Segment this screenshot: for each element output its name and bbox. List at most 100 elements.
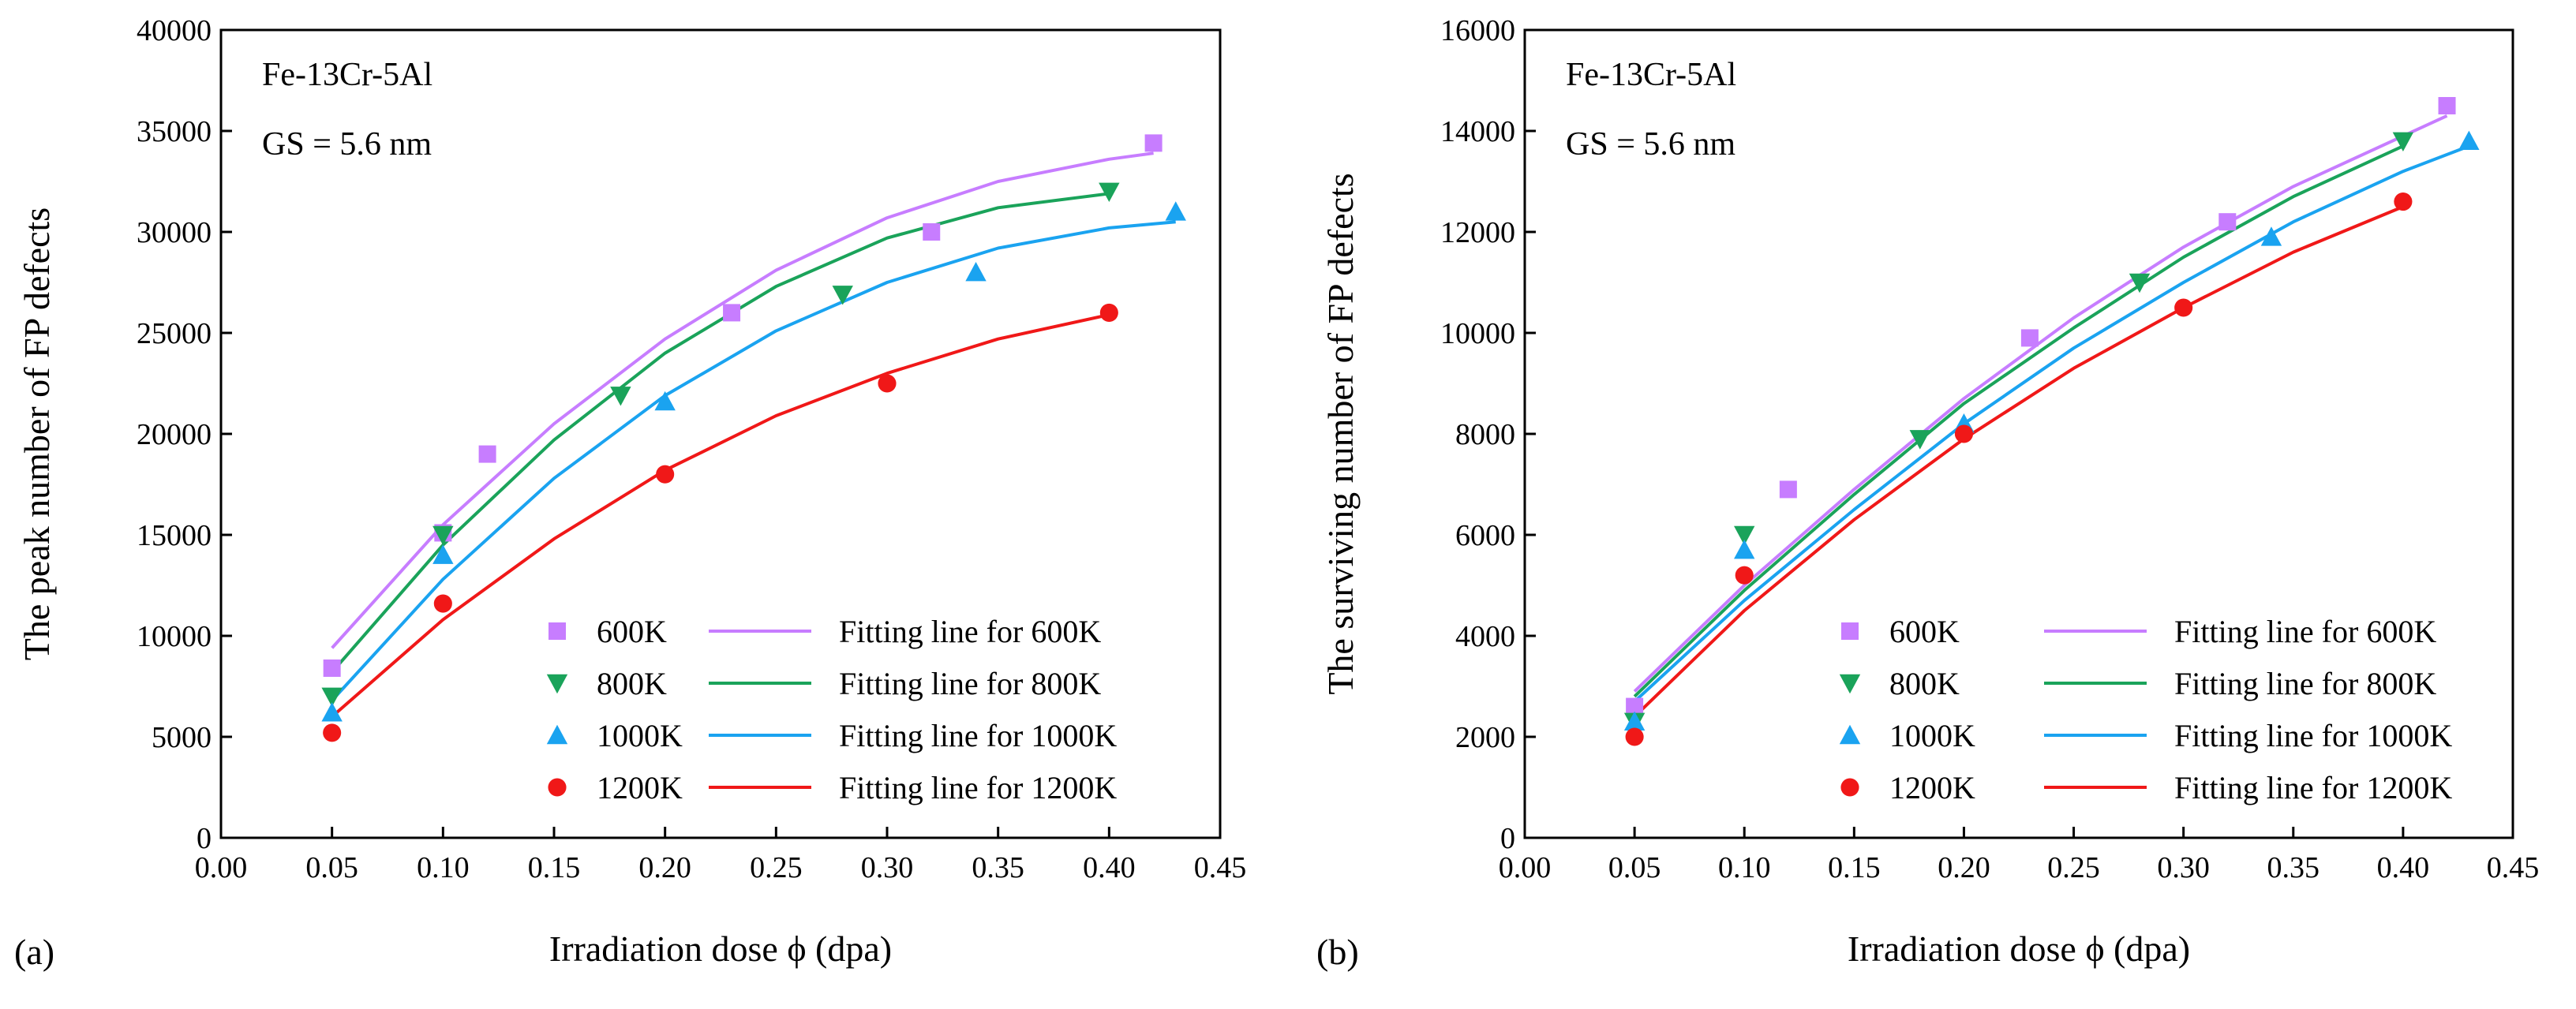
x-tick-label: 0.10: [417, 851, 470, 884]
data-point-1200K: [2174, 298, 2193, 317]
x-tick-label: 0.25: [750, 851, 803, 884]
legend-label-600K: 600K: [597, 614, 667, 649]
data-point-1000K: [1623, 711, 1646, 731]
legend-label-1000K: 1000K: [597, 718, 683, 753]
legend-fit-label-1000K: Fitting line for 1000K: [2174, 718, 2452, 753]
fit-line-600K: [331, 151, 1154, 649]
x-axis-label: Irradiation dose ϕ (dpa): [549, 929, 892, 969]
y-tick-label: 5000: [152, 721, 212, 754]
y-tick-label: 0: [197, 822, 212, 855]
data-point-1200K: [1625, 727, 1644, 746]
x-tick-label: 0.30: [2157, 851, 2210, 884]
panel-label-a: (a): [14, 932, 55, 972]
annotation: GS = 5.6 nm: [262, 126, 432, 163]
fit-line-600K: [1633, 114, 2448, 693]
data-point-1000K: [1165, 201, 1186, 221]
y-tick-label: 40000: [137, 14, 212, 47]
legend-fit-label-1200K: Fitting line for 1200K: [2174, 770, 2452, 805]
data-point-1000K: [2458, 130, 2480, 151]
x-tick-label: 0.35: [972, 851, 1024, 884]
y-tick-label: 25000: [137, 317, 212, 350]
data-point-800K: [1909, 430, 1930, 450]
data-point-1000K: [965, 262, 987, 282]
legend-label-800K: 800K: [1889, 666, 1960, 701]
x-tick-label: 0.15: [1828, 851, 1881, 884]
x-axis-label: Irradiation dose ϕ (dpa): [1848, 929, 2190, 969]
legend-label-1000K: 1000K: [1889, 718, 1975, 753]
legend-marker-1200K: [1840, 778, 1859, 797]
legend-fit-label-800K: Fitting line for 800K: [839, 666, 1101, 701]
x-tick-label: 0.40: [2377, 851, 2430, 884]
data-point-800K: [321, 687, 343, 707]
fit-line-1200K: [1633, 205, 2404, 718]
y-tick-label: 15000: [137, 519, 212, 552]
data-point-600K: [723, 304, 741, 322]
y-tick-label: 4000: [1455, 620, 1515, 653]
data-point-600K: [1144, 134, 1163, 152]
data-point-600K: [2020, 329, 2039, 347]
y-tick-label: 20000: [137, 418, 212, 451]
data-point-800K: [2129, 273, 2151, 293]
legend-fit-label-800K: Fitting line for 800K: [2174, 666, 2436, 701]
data-point-600K: [478, 445, 496, 463]
y-tick-label: 35000: [137, 115, 212, 148]
legend-marker-1200K: [548, 778, 567, 797]
data-point-1200K: [656, 465, 675, 484]
legend-fit-label-600K: Fitting line for 600K: [839, 614, 1101, 649]
data-point-600K: [2218, 213, 2237, 231]
data-point-600K: [1779, 480, 1797, 499]
y-tick-label: 16000: [1440, 14, 1515, 47]
legend-label-1200K: 1200K: [597, 770, 683, 805]
annotation: Fe-13Cr-5Al: [262, 57, 432, 93]
legend-marker-1000K: [1839, 724, 1861, 745]
x-tick-label: 0.05: [1608, 851, 1661, 884]
legend-fit-label-1200K: Fitting line for 1200K: [839, 770, 1117, 805]
legend-marker-800K: [1839, 674, 1861, 694]
data-point-1200K: [433, 594, 452, 613]
data-point-1200K: [2394, 192, 2413, 211]
x-tick-label: 0.30: [861, 851, 914, 884]
fit-line-1200K: [331, 313, 1110, 718]
data-point-1000K: [321, 702, 343, 722]
y-tick-label: 12000: [1440, 216, 1515, 249]
legend-fit-label-600K: Fitting line for 600K: [2174, 614, 2436, 649]
x-tick-label: 0.15: [528, 851, 581, 884]
data-point-600K: [2438, 97, 2456, 114]
x-tick-label: 0.40: [1083, 851, 1136, 884]
x-tick-label: 0.35: [2267, 851, 2320, 884]
legend-marker-800K: [546, 674, 568, 694]
legend-marker-600K: [1841, 622, 1859, 640]
data-point-600K: [1626, 697, 1644, 716]
x-tick-label: 0.05: [305, 851, 358, 884]
data-point-1200K: [323, 723, 342, 742]
x-tick-label: 0.45: [2487, 851, 2540, 884]
y-tick-label: 10000: [137, 620, 212, 653]
legend-label-800K: 800K: [597, 666, 667, 701]
data-point-800K: [1734, 525, 1755, 546]
chart-surviving-fp-defects: 0.00 0.05 0.10 0.15 0.20 0.25 0.30 0.35 0.40 0.45…: [1320, 14, 2540, 969]
y-tick-label: 8000: [1455, 418, 1515, 451]
data-point-600K: [323, 659, 341, 677]
x-tick-label: 0.25: [2047, 851, 2100, 884]
y-tick-label: 14000: [1440, 115, 1515, 148]
fit-line-800K: [1633, 144, 2404, 698]
data-point-1000K: [1734, 540, 1755, 559]
legend-marker-600K: [549, 622, 566, 640]
x-tick-label: 0.10: [1718, 851, 1771, 884]
y-tick-label: 0: [1500, 822, 1515, 855]
legend-marker-1000K: [546, 724, 568, 745]
legend-label-600K: 600K: [1889, 614, 1960, 649]
legend-fit-label-1000K: Fitting line for 1000K: [839, 718, 1117, 753]
data-point-600K: [923, 223, 941, 241]
y-tick-label: 30000: [137, 216, 212, 249]
legend-label-1200K: 1200K: [1889, 770, 1975, 805]
fit-line-800K: [331, 192, 1110, 674]
data-point-1200K: [1099, 303, 1118, 322]
y-tick-label: 6000: [1455, 519, 1515, 552]
x-tick-label: 0.45: [1194, 851, 1247, 884]
data-point-1200K: [1735, 566, 1754, 585]
y-tick-label: 10000: [1440, 317, 1515, 350]
data-point-800K: [610, 387, 631, 406]
panel-label-b: (b): [1316, 932, 1359, 972]
